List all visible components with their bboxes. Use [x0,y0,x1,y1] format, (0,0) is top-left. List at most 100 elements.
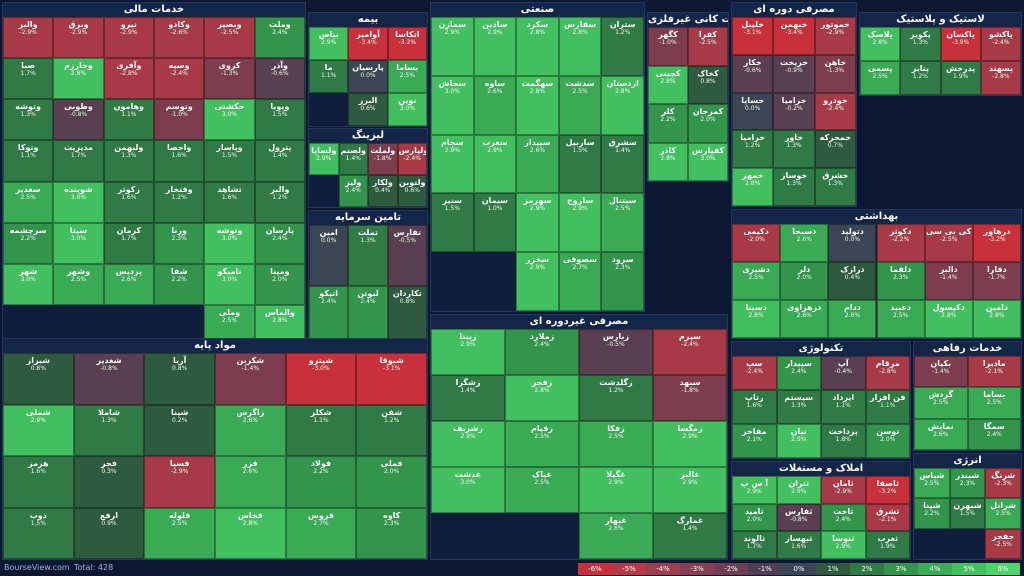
stock-tile[interactable]: پدرخش 1.9% [941,61,981,95]
sector-capital-supply[interactable]: تامین سرمایه تفارس -0.5% تملت 1.3% امین 0.0% تک… [308,210,428,347]
stock-tile[interactable]: وهامون 1.1% [104,99,154,140]
stock-tile[interactable]: دسینا 2.8% [732,300,780,338]
stock-tile[interactable]: کاوه 2.3% [356,508,427,560]
stock-tile[interactable]: خریخت -0.9% [773,55,814,93]
stock-tile[interactable]: ولساپا 2.9% [309,143,339,175]
stock-tile[interactable]: شپنا 0.2% [144,405,215,457]
stock-tile[interactable]: غپاک 2.5% [505,467,579,513]
stock-tile[interactable]: ذوب 1.5% [3,508,74,560]
stock-tile[interactable]: ورنا 2.3% [154,223,204,264]
stock-tile[interactable]: فسپا -2.9% [144,456,215,508]
stock-tile[interactable]: نوین 3.0% [388,93,427,126]
stock-tile[interactable]: خموتور -2.9% [815,17,856,55]
stock-tile[interactable]: ولپارس -2.4% [398,143,428,175]
stock-tile[interactable]: ثامید 2.0% [732,504,777,532]
stock-tile[interactable]: آپ -0.4% [821,356,866,390]
stock-tile[interactable]: سپ -2.4% [732,356,777,390]
stock-tile[interactable]: خوساز 1.3% [773,168,814,206]
stock-tile[interactable]: وپاسار 1.5% [204,140,254,181]
stock-tile[interactable]: ما 1.1% [309,60,348,93]
stock-tile[interactable]: فخاس 2.8% [215,508,286,560]
stock-tile[interactable]: وتوکا 1.1% [3,140,53,181]
stock-tile[interactable]: خزامیا -0.2% [773,93,814,131]
stock-tile[interactable]: شفا 2.2% [154,264,204,305]
stock-tile[interactable]: سیتا 3.0% [53,223,103,264]
stock-tile[interactable]: سمگا 2.4% [968,419,1022,450]
stock-tile[interactable]: لبوتن 2.4% [348,286,387,347]
sector-healthcare[interactable]: بهداشتی درهاور -3.2% کی بی سی -2.5% دکوثر -2.2… [731,209,1022,339]
stock-tile[interactable]: تامیکو 3.0% [204,264,254,305]
stock-tile[interactable]: پترول 1.4% [255,140,305,181]
stock-tile[interactable]: مدیریت 1.7% [53,140,103,181]
stock-tile[interactable]: فروس 2.7% [286,508,357,560]
stock-tile[interactable]: خاهن -1.3% [815,55,856,93]
stock-tile[interactable]: پتایر 1.2% [900,61,940,95]
stock-tile[interactable]: سخاش 3.0% [431,76,474,135]
stock-tile[interactable]: سیمان 1.0% [474,193,517,252]
stock-tile[interactable]: گردش 2.5% [914,387,968,418]
stock-tile[interactable]: سغدیر 2.5% [3,182,53,223]
stock-tile[interactable]: شوینده 3.0% [53,182,103,223]
stock-tile[interactable]: وآفری -2.8% [104,58,154,99]
stock-tile[interactable]: کفپارس 3.0% [688,143,728,182]
stock-tile[interactable]: کرمان 1.7% [104,223,154,264]
stock-tile[interactable]: وطوبی -0.8% [53,99,103,140]
stock-tile[interactable]: آ س پ 2.9% [732,476,777,504]
stock-tile[interactable]: وپویا 1.5% [255,99,305,140]
stock-tile[interactable]: وبصیر -2.5% [204,17,254,58]
stock-tile[interactable]: دلقما 2.3% [877,262,925,300]
sector-leasing[interactable]: لیزینگ ولپارس -2.4% ولملت -1.8% ولصنم 1.4% ولسا… [308,128,428,208]
stock-tile[interactable]: مفاخر 2.1% [732,424,777,458]
sector-welfare-services[interactable]: خدمات رفاهی مادیرا -2.1% بکیان -1.4% بساما 2.5… [913,341,1022,451]
stock-tile[interactable]: جفجر -2.5% [985,529,1021,559]
stock-tile[interactable]: سرچشمه 2.2% [3,223,53,264]
sector-industrial[interactable]: صنعتی ستران 1.2% سفارس 2.8% سکرد 2.8% ساذین 2.9%… [430,2,645,312]
stock-tile[interactable]: شرنگ -2.3% [985,468,1021,498]
stock-tile[interactable]: سفارس 2.8% [559,17,602,76]
stock-tile[interactable]: سیتنال 2.5% [601,193,644,252]
stock-tile[interactable]: اردستان 2.8% [601,76,644,135]
stock-tile[interactable]: سبهد -1.8% [653,375,727,421]
stock-tile[interactable]: نیرو -2.9% [104,17,154,58]
stock-tile[interactable]: زفکا 2.5% [579,421,653,467]
stock-tile[interactable]: فلوله 2.5% [144,508,215,560]
stock-tile[interactable]: خلیبل -3.1% [732,17,773,55]
stock-tile[interactable]: زشریف 2.9% [431,421,505,467]
stock-tile[interactable]: حکشتی 3.0% [204,99,254,140]
stock-tile[interactable]: درهاور -3.2% [973,224,1021,262]
stock-tile[interactable]: فولاد 2.2% [286,456,357,508]
sector-energy[interactable]: انرژی شرنگ -2.3% شبندر 2.3% شپاس 2.5% شرانل 2.5%… [913,453,1022,560]
stock-tile[interactable]: پردیس 2.6% [104,264,154,305]
stock-tile[interactable]: تملت 1.3% [348,225,387,286]
stock-tile[interactable]: ولبهمن 1.3% [104,140,154,181]
stock-tile[interactable]: دتولید 0.0% [828,224,876,262]
stock-tile[interactable]: زپینا 2.9% [431,329,505,375]
stock-tile[interactable]: فملی 2.0% [356,456,427,508]
stock-tile[interactable]: خشرق 1.3% [815,168,856,206]
stock-tile[interactable]: خمحرکه 0.7% [815,130,856,168]
stock-tile[interactable]: پکویر 1.3% [900,27,940,61]
stock-tile[interactable]: غبهار 2.6% [579,513,653,559]
stock-tile[interactable]: سدشت 2.5% [559,76,602,135]
stock-tile[interactable]: کی بی سی -2.5% [925,224,973,262]
stock-tile[interactable]: ولیز 2.4% [339,175,369,207]
stock-tile[interactable]: سیستم 1.3% [777,390,822,424]
stock-tile[interactable]: هرمز 1.6% [3,456,74,508]
stock-tile[interactable]: صبا 1.7% [3,58,53,99]
stock-tile[interactable]: بساما 2.5% [968,387,1022,418]
stock-tile[interactable]: زشگزا 1.4% [431,375,505,421]
stock-tile[interactable]: کخاک 0.8% [688,66,728,105]
stock-tile[interactable]: شپاس 2.5% [914,468,950,498]
stock-tile[interactable]: ثشرق -2.1% [866,504,911,532]
stock-tile[interactable]: پارسان 2.4% [255,223,305,264]
stock-tile[interactable]: ساروج 2.9% [559,193,602,252]
stock-tile[interactable]: وخارزم 2.8% [53,58,103,99]
stock-tile[interactable]: بکیان -1.4% [914,356,968,387]
stock-tile[interactable]: واحصا 1.6% [154,140,204,181]
stock-tile[interactable]: پارسیان 0.0% [348,60,387,93]
stock-tile[interactable]: غمارگ 1.4% [653,513,727,559]
stock-tile[interactable]: خکار -0.6% [732,55,773,93]
sector-non-metallic[interactable]: سایر محصولات کانی غیرفلزیکفرا-2.5%کگهر-1… [647,12,729,182]
stock-tile[interactable]: وتوسم -1.0% [154,99,204,140]
sector-basic-materials[interactable]: مواد پایه شبوقا -3.1% شپترو -3.0% شکربن -1.4% آ… [2,338,428,560]
